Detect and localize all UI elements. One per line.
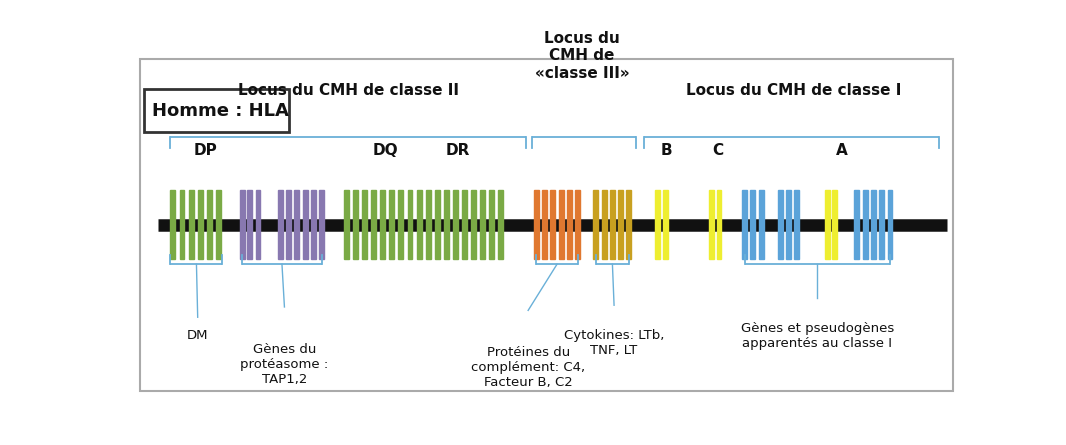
Bar xyxy=(480,190,485,259)
FancyBboxPatch shape xyxy=(144,89,289,132)
Bar xyxy=(833,190,837,259)
Bar xyxy=(759,190,763,259)
Bar xyxy=(471,190,477,259)
Bar xyxy=(389,190,394,259)
Bar xyxy=(559,190,564,259)
Bar xyxy=(407,190,413,259)
Bar xyxy=(543,190,547,259)
Bar xyxy=(742,190,747,259)
Text: Protéines du
complément: C4,
Facteur B, C2: Protéines du complément: C4, Facteur B, … xyxy=(471,346,585,389)
Bar xyxy=(207,190,212,259)
Bar xyxy=(663,190,667,259)
Text: B: B xyxy=(660,143,672,158)
Bar xyxy=(499,190,503,259)
Bar xyxy=(855,190,859,259)
Bar xyxy=(567,190,572,259)
Bar xyxy=(750,190,756,259)
Bar xyxy=(303,190,308,259)
Bar xyxy=(534,190,539,259)
Bar xyxy=(825,190,829,259)
Bar xyxy=(610,190,615,259)
Bar xyxy=(311,190,316,259)
Bar xyxy=(215,190,221,259)
Bar xyxy=(489,190,495,259)
Bar xyxy=(425,190,431,259)
Bar xyxy=(344,190,349,259)
Text: Homme : HLA: Homme : HLA xyxy=(152,101,289,120)
Bar xyxy=(794,190,800,259)
Bar xyxy=(286,190,291,259)
Text: DM: DM xyxy=(187,329,209,342)
Bar xyxy=(381,190,385,259)
Text: DQ: DQ xyxy=(372,143,398,158)
Bar xyxy=(362,190,367,259)
Bar xyxy=(179,190,184,259)
Text: Locus du
CMH de
«classe III»: Locus du CMH de «classe III» xyxy=(534,31,629,81)
Bar xyxy=(435,190,440,259)
Text: Locus du CMH de classe II: Locus du CMH de classe II xyxy=(238,83,458,98)
Bar xyxy=(550,190,555,259)
Bar xyxy=(786,190,791,259)
Bar xyxy=(716,190,722,259)
Bar xyxy=(879,190,884,259)
Bar xyxy=(601,190,607,259)
Bar xyxy=(319,190,324,259)
Bar xyxy=(197,190,203,259)
Bar xyxy=(371,190,376,259)
Text: Gènes et pseudogènes
apparentés au classe I: Gènes et pseudogènes apparentés au class… xyxy=(741,322,894,350)
FancyBboxPatch shape xyxy=(140,59,953,391)
Bar xyxy=(862,190,868,259)
Bar xyxy=(443,190,449,259)
Text: Locus du CMH de classe I: Locus du CMH de classe I xyxy=(687,83,902,98)
Text: Cytokines: LTb,
TNF, LT: Cytokines: LTb, TNF, LT xyxy=(564,329,664,357)
Bar xyxy=(888,190,892,259)
Bar xyxy=(256,190,260,259)
Bar xyxy=(618,190,624,259)
Bar xyxy=(278,190,282,259)
Bar xyxy=(627,190,631,259)
Text: DR: DR xyxy=(446,143,470,158)
Bar xyxy=(240,190,245,259)
Bar xyxy=(399,190,403,259)
Bar xyxy=(594,190,598,259)
Bar xyxy=(778,190,782,259)
Bar xyxy=(871,190,876,259)
Bar xyxy=(576,190,580,259)
Text: DP: DP xyxy=(194,143,217,158)
Text: C: C xyxy=(712,143,724,158)
Bar xyxy=(453,190,458,259)
Bar xyxy=(247,190,253,259)
Bar xyxy=(656,190,660,259)
Bar xyxy=(353,190,358,259)
Text: Gènes du
protéasome :
TAP1,2: Gènes du protéasome : TAP1,2 xyxy=(240,343,328,386)
Bar xyxy=(462,190,467,259)
Bar xyxy=(171,190,176,259)
Bar xyxy=(189,190,194,259)
Bar xyxy=(709,190,714,259)
Text: A: A xyxy=(836,143,847,158)
Bar xyxy=(294,190,300,259)
Bar xyxy=(417,190,421,259)
